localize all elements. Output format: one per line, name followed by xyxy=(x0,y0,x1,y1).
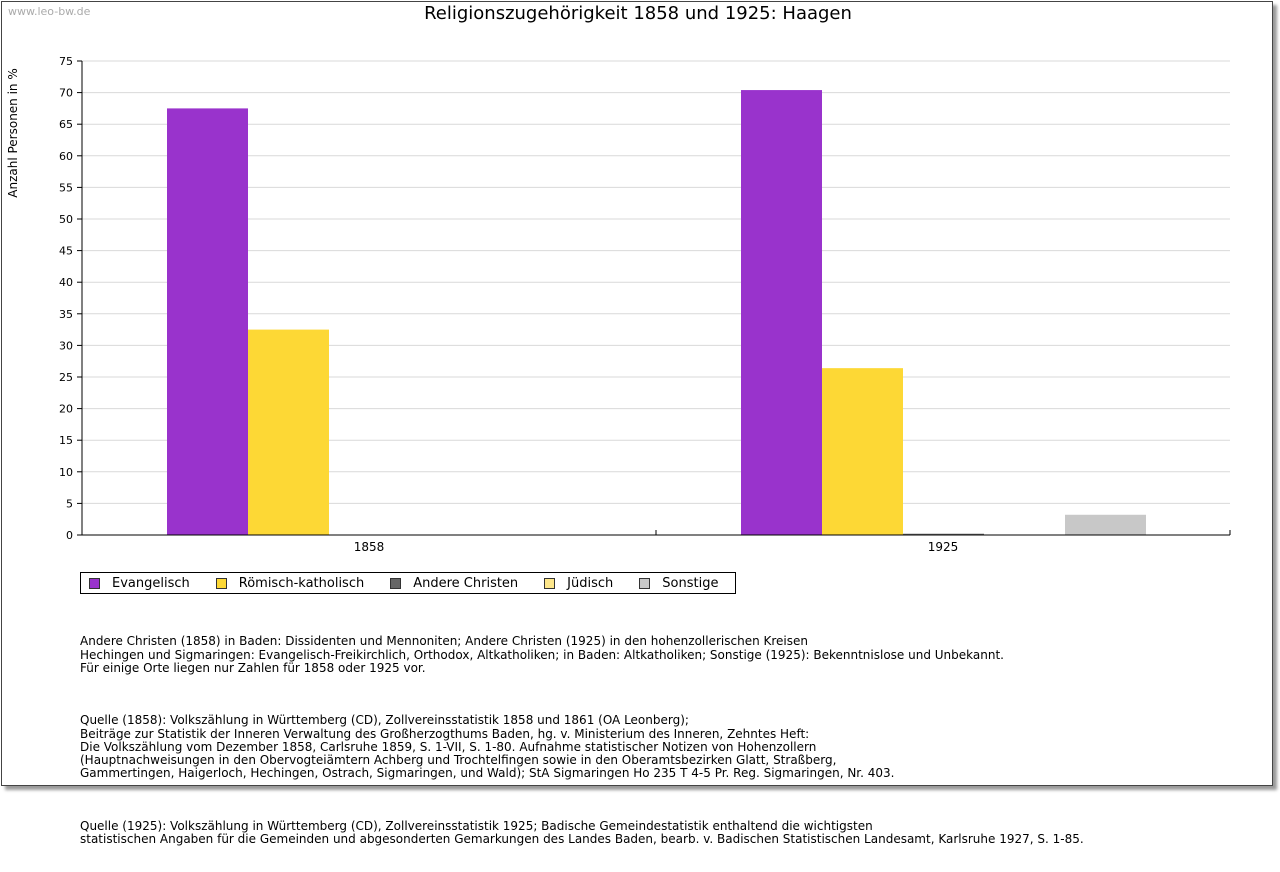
bar-sonstige-1925 xyxy=(1065,514,1146,535)
chart-legend: Evangelisch Römisch-katholisch Andere Chri… xyxy=(80,572,736,594)
chart-notes: Andere Christen (1858) in Baden: Disside… xyxy=(80,609,1084,872)
y-axis-label: Anzahl Personen in % xyxy=(6,68,20,198)
legend-label: Andere Christen xyxy=(413,575,519,591)
y-tick-label-30: 30 xyxy=(59,339,73,352)
y-tick-label-10: 10 xyxy=(59,466,73,479)
y-tick-label-70: 70 xyxy=(59,87,73,100)
legend-swatch xyxy=(390,577,402,589)
y-tick-label-5: 5 xyxy=(66,497,73,510)
y-tick-label-25: 25 xyxy=(59,371,73,384)
note-definitions: Andere Christen (1858) in Baden: Disside… xyxy=(80,634,1004,675)
legend-label: Sonstige xyxy=(662,575,719,591)
chart-title: Religionszugehörigkeit 1858 und 1925: Ha… xyxy=(424,3,852,24)
y-tick-label-40: 40 xyxy=(59,276,73,289)
x-tick-label-1925: 1925 xyxy=(928,540,959,554)
y-tick-label-0: 0 xyxy=(66,529,73,542)
y-tick-label-45: 45 xyxy=(59,245,73,258)
bar-römisch-katholisch-1858 xyxy=(248,329,329,535)
legend-swatch xyxy=(544,577,556,589)
y-tick-label-65: 65 xyxy=(59,118,73,131)
legend-item-andere-christen: Andere Christen xyxy=(390,576,518,591)
bar-evangelisch-1858 xyxy=(167,108,248,536)
legend-swatch xyxy=(89,577,100,589)
watermark: www.leo-bw.de xyxy=(8,5,91,18)
legend-swatch xyxy=(639,577,651,589)
bar-römisch-katholisch-1925 xyxy=(822,368,903,535)
y-tick-label-35: 35 xyxy=(59,308,73,321)
chart-plot: 0 5 10 15 20 25 30 35 40 45 50 55 60 65 70 75 1858 1925 A… xyxy=(6,55,1231,554)
legend-label: Jüdisch xyxy=(567,575,614,591)
legend-item-römisch-katholisch: Römisch-katholisch xyxy=(215,575,365,591)
legend-label: Evangelisch xyxy=(112,575,190,591)
note-source-1925: Quelle (1925): Volkszählung in Württembe… xyxy=(80,818,1084,847)
legend-item-sonstige: Sonstige xyxy=(639,576,718,591)
y-tick-label-55: 55 xyxy=(59,181,73,194)
y-tick-label-60: 60 xyxy=(59,150,73,163)
y-tick-label-20: 20 xyxy=(59,403,73,416)
legend-item-evangelisch: Evangelisch xyxy=(89,576,190,591)
legend-swatch xyxy=(215,577,227,589)
legend-label: Römisch-katholisch xyxy=(238,575,365,591)
note-source-1858: Quelle (1858): Volkszählung in Württembe… xyxy=(80,713,895,781)
bar-andere-christen-1925 xyxy=(903,533,984,535)
y-tick-label-75: 75 xyxy=(59,55,73,68)
x-tick-label-1858: 1858 xyxy=(354,540,385,554)
y-tick-label-50: 50 xyxy=(59,213,73,226)
bar-evangelisch-1925 xyxy=(741,90,822,536)
legend-item-jüdisch: Jüdisch xyxy=(544,576,613,591)
y-tick-label-15: 15 xyxy=(59,434,73,447)
